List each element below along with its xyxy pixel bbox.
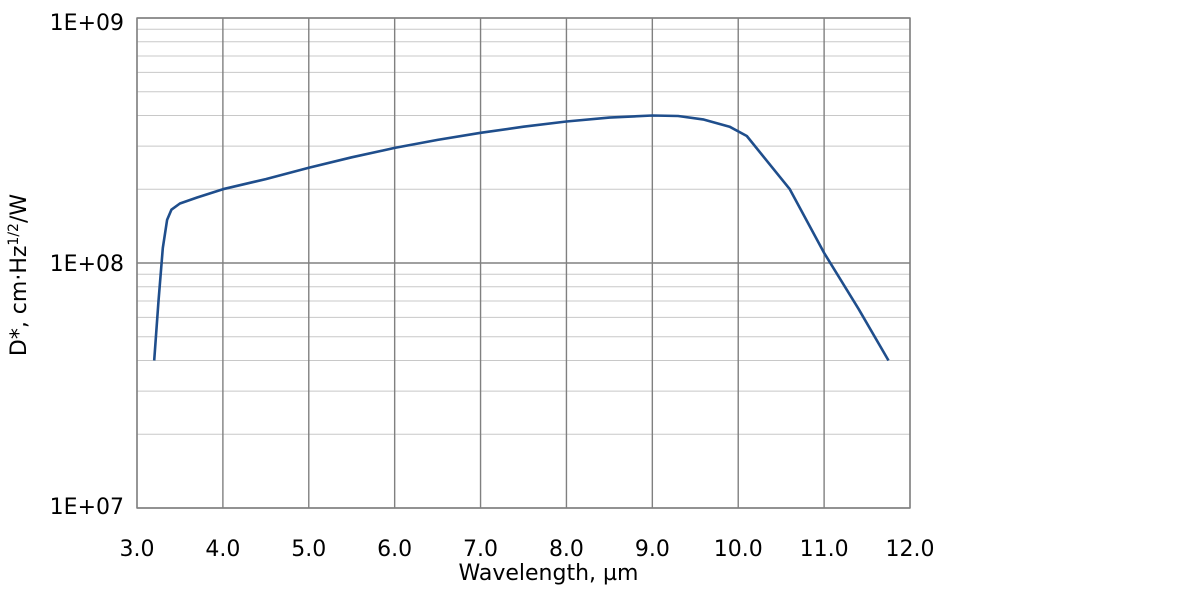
y-axis-label-sup: 1/2 [6,223,22,246]
y-axis-label-base: D*, cm·Hz [7,246,32,357]
y-axis-label-tail: /W [7,194,32,223]
x-tick-label: 10.0 [714,537,763,562]
y-tick-label: 1E+08 [50,252,124,277]
x-tick-label: 5.0 [291,537,326,562]
x-tick-label: 12.0 [886,537,935,562]
x-tick-label: 11.0 [800,537,849,562]
x-tick-label: 4.0 [205,537,240,562]
plot-frame [136,17,911,509]
y-tick-labels: 1E+07 1E+08 1E+09 [50,11,124,520]
x-tick-label: 3.0 [120,537,155,562]
detectivity-curve [152,114,890,362]
x-tick-label: 6.0 [377,537,412,562]
y-tick-label: 1E+09 [50,11,124,36]
y-tick-label: 1E+07 [50,495,124,520]
x-tick-labels: 3.0 4.0 5.0 6.0 7.0 8.0 9.0 10.0 11.0 12.0 [120,537,935,562]
x-axis-label: Wavelength, µm [459,561,639,586]
x-tick-label: 7.0 [463,537,498,562]
x-tick-label: 9.0 [635,537,670,562]
y-axis-label: D*, cm·Hz1/2/W [6,194,32,356]
minor-gridlines [137,28,910,435]
x-tick-label: 8.0 [549,537,584,562]
